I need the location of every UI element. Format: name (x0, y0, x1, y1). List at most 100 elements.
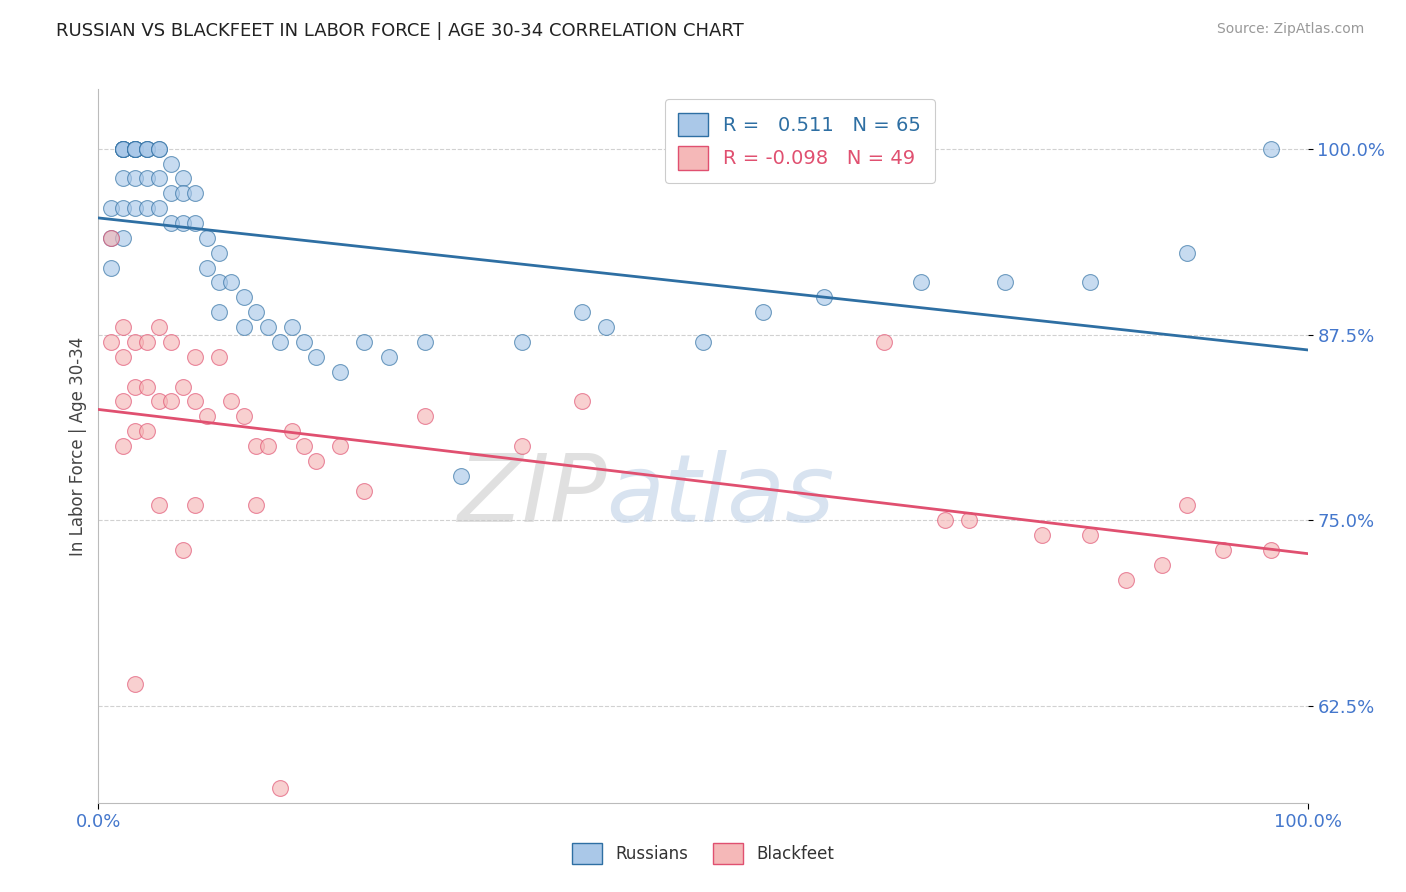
Point (292, 439, 315, 453)
Point (148, 320, 170, 334)
Point (873, 334, 896, 349)
Point (208, 350, 231, 364)
Point (292, 334, 315, 349)
Point (111, 171, 134, 186)
Point (245, 439, 267, 453)
Point (111, 231, 134, 245)
Point (135, 142, 157, 156)
Point (100, 260, 122, 275)
Point (148, 142, 170, 156)
Point (353, 483, 375, 498)
Point (232, 409, 254, 424)
Point (957, 513, 980, 527)
Point (172, 171, 194, 186)
Legend: Russians, Blackfeet: Russians, Blackfeet (565, 837, 841, 871)
Legend: R =   0.511   N = 65, R = -0.098   N = 49: R = 0.511 N = 65, R = -0.098 N = 49 (665, 99, 935, 184)
Point (305, 350, 328, 364)
Point (135, 334, 157, 349)
Point (111, 350, 134, 364)
Point (135, 379, 157, 393)
Point (135, 201, 157, 215)
Point (135, 171, 157, 186)
Point (281, 320, 304, 334)
Point (413, 409, 436, 424)
Point (195, 409, 218, 424)
Point (510, 439, 533, 453)
Point (269, 334, 291, 349)
Point (1212, 543, 1234, 558)
Point (124, 334, 146, 349)
Point (232, 290, 254, 304)
Point (124, 142, 146, 156)
Point (184, 186, 207, 201)
Point (208, 245, 231, 260)
Point (1175, 245, 1198, 260)
Point (172, 186, 194, 201)
Point (329, 365, 352, 379)
Point (1078, 528, 1101, 542)
Point (172, 379, 194, 393)
Point (1152, 558, 1174, 572)
Point (353, 334, 375, 349)
Text: atlas: atlas (606, 450, 835, 541)
Point (111, 394, 134, 409)
Point (111, 439, 134, 453)
Point (910, 276, 932, 290)
Point (148, 142, 170, 156)
Point (135, 142, 157, 156)
Point (124, 142, 146, 156)
Point (450, 468, 472, 483)
Point (148, 171, 170, 186)
Point (100, 201, 122, 215)
Point (256, 320, 278, 334)
Point (245, 499, 267, 513)
Point (752, 305, 775, 319)
Point (148, 499, 170, 513)
Point (111, 201, 134, 215)
Point (510, 334, 533, 349)
Point (124, 677, 146, 691)
Point (160, 394, 183, 409)
Point (160, 216, 183, 230)
Point (111, 320, 134, 334)
Point (1031, 528, 1053, 542)
Point (184, 499, 207, 513)
Point (111, 142, 134, 156)
Y-axis label: In Labor Force | Age 30-34: In Labor Force | Age 30-34 (69, 336, 87, 556)
Point (160, 334, 183, 349)
Point (124, 201, 146, 215)
Point (100, 334, 122, 349)
Point (1260, 543, 1282, 558)
Text: ZIP: ZIP (457, 450, 606, 541)
Point (221, 276, 243, 290)
Point (135, 142, 157, 156)
Point (221, 394, 243, 409)
Point (160, 156, 183, 170)
Point (595, 320, 617, 334)
Point (1115, 573, 1137, 587)
Point (124, 142, 146, 156)
Point (124, 142, 146, 156)
Point (184, 216, 207, 230)
Point (195, 260, 218, 275)
Point (269, 780, 291, 795)
Point (232, 320, 254, 334)
Point (281, 424, 304, 438)
Point (124, 142, 146, 156)
Point (1078, 276, 1101, 290)
Point (377, 350, 399, 364)
Point (148, 201, 170, 215)
Point (124, 171, 146, 186)
Point (111, 142, 134, 156)
Point (1175, 499, 1198, 513)
Point (994, 276, 1017, 290)
Point (148, 394, 170, 409)
Point (208, 276, 231, 290)
Point (111, 142, 134, 156)
Point (1260, 142, 1282, 156)
Point (571, 394, 593, 409)
Point (208, 305, 231, 319)
Point (245, 305, 267, 319)
Text: RUSSIAN VS BLACKFEET IN LABOR FORCE | AGE 30-34 CORRELATION CHART: RUSSIAN VS BLACKFEET IN LABOR FORCE | AG… (56, 22, 744, 40)
Point (413, 334, 436, 349)
